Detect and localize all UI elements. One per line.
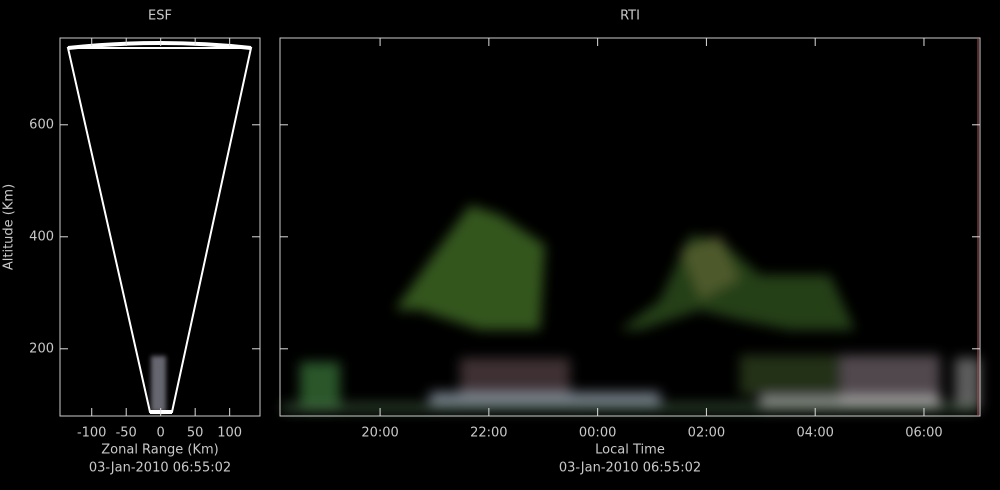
rti-frame (279, 37, 981, 417)
x-axis-label: Zonal Range (Km) (101, 443, 218, 458)
rti-echoes (282, 205, 980, 412)
x-tick-label: 02:00 (688, 426, 725, 441)
panel-title: RTI (620, 9, 640, 24)
panel-title: ESF (148, 9, 172, 24)
x-tick-label: 06:00 (905, 426, 942, 441)
x-tick-label: -50 (116, 426, 137, 441)
esf-frame (59, 37, 261, 417)
x-tick-label: 20:00 (361, 426, 398, 441)
timestamp: 03-Jan-2010 06:55:02 (559, 461, 701, 476)
x-tick-label: 0 (157, 426, 165, 441)
x-tick-label: 100 (217, 426, 242, 441)
x-tick-label: -100 (77, 426, 107, 441)
x-tick-label: 50 (187, 426, 204, 441)
x-tick-label: 22:00 (470, 426, 507, 441)
x-tick-label: 04:00 (796, 426, 833, 441)
y-axis-label: Altitude (Km) (2, 184, 17, 270)
x-tick-label: 00:00 (579, 426, 616, 441)
y-tick-label: 400 (29, 229, 54, 244)
x-axis-label: Local Time (595, 443, 665, 458)
esf-echoes (66, 41, 253, 414)
y-tick-label: 200 (29, 341, 54, 356)
timestamp: 03-Jan-2010 06:55:02 (89, 461, 231, 476)
y-tick-label: 600 (29, 117, 54, 132)
